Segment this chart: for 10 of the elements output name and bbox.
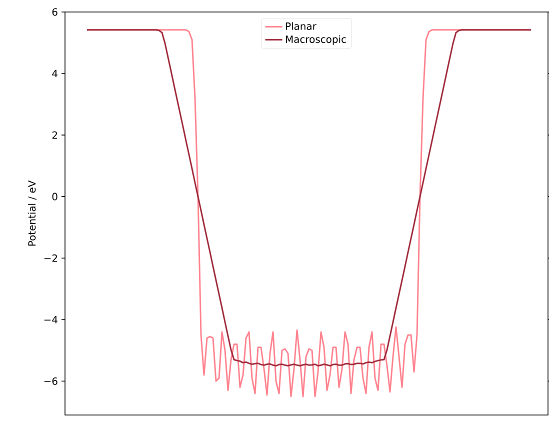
legend-label: Planar [286, 22, 316, 30]
legend-label: Macroscopic [286, 35, 346, 45]
y-tick-label: −6 [44, 377, 58, 385]
y-axis-title: Potential / eV [28, 180, 36, 246]
y-tick-label: −4 [44, 316, 58, 324]
y-tick-label: 0 [52, 192, 58, 200]
y-tick-label: −2 [44, 254, 57, 262]
y-tick-label: 2 [52, 131, 57, 139]
y-tick-label: 4 [52, 70, 58, 78]
y-tick-label: 6 [52, 8, 58, 16]
